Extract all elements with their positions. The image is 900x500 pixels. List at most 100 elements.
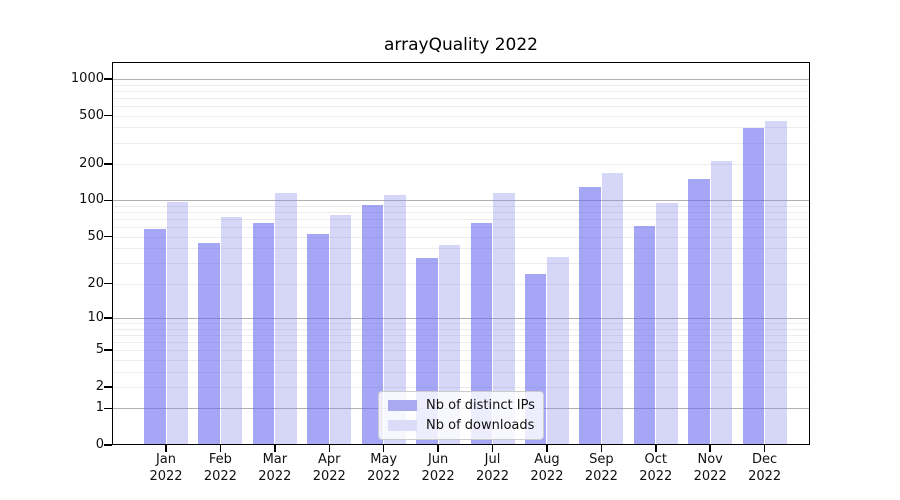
chart-title: arrayQuality 2022 [384, 35, 538, 55]
x-tick-mark-jul [491, 445, 494, 452]
bar-apr-downloads [329, 214, 352, 445]
y-tick-mark-5 [104, 349, 112, 351]
x-tick-label-jan: Jan 2022 [149, 452, 183, 484]
bar-sep-distinct-ips [579, 187, 601, 445]
x-tick-label-mar: Mar 2022 [258, 452, 292, 484]
x-tick-label-oct: Oct 2022 [639, 452, 673, 484]
gridline-500 [112, 115, 810, 117]
gridline-10 [112, 317, 810, 319]
bar-jul-downloads [493, 193, 515, 445]
bars-layer [112, 62, 810, 445]
gridline-3 [112, 371, 810, 373]
gridline-50 [112, 236, 810, 238]
x-tick-mark-jan [165, 445, 167, 452]
legend-label-distinct-ips: Nb of distinct IPs [426, 398, 535, 413]
bar-apr-distinct-ips [307, 233, 329, 445]
gridline-300 [112, 142, 810, 144]
y-tick-label-200: 200 [79, 156, 104, 171]
x-tick-label-feb: Feb 2022 [203, 452, 237, 484]
gridline-9 [112, 323, 810, 324]
bar-nov-downloads [710, 161, 733, 445]
gridline-60 [112, 227, 810, 229]
gridline-90 [112, 205, 810, 207]
x-tick-mark-aug [546, 445, 548, 452]
x-tick-label-nov: Nov 2022 [693, 452, 727, 484]
x-tick-label-apr: Apr 2022 [312, 452, 346, 484]
plot-area [112, 62, 810, 445]
gridline-800 [112, 90, 810, 92]
gridline-700 [112, 97, 810, 99]
y-tick-mark-200 [104, 163, 112, 165]
y-tick-mark-50 [104, 235, 112, 238]
legend-item-distinct-ips: Nb of distinct IPs [388, 398, 535, 413]
gridline-900 [112, 84, 810, 86]
x-tick-label-dec: Dec 2022 [748, 452, 782, 484]
y-tick-mark-1 [104, 407, 112, 410]
bar-jul-distinct-ips [470, 223, 493, 445]
bar-aug-downloads [547, 256, 569, 445]
gridline-8 [112, 328, 810, 330]
gridline-400 [112, 127, 810, 129]
x-tick-mark-jun [437, 445, 439, 452]
x-tick-label-sep: Sep 2022 [584, 452, 618, 484]
gridline-40 [112, 248, 810, 250]
legend-label-downloads: Nb of downloads [426, 418, 535, 433]
x-tick-mark-mar [274, 445, 276, 452]
y-tick-label-2: 2 [95, 378, 104, 394]
bar-may-downloads [384, 195, 406, 445]
x-tick-mark-oct [655, 445, 657, 452]
bar-jan-distinct-ips [144, 228, 166, 445]
bar-oct-downloads [656, 202, 678, 445]
y-tick-mark-100 [104, 199, 112, 202]
y-tick-label-10: 10 [87, 309, 104, 325]
y-tick-label-500: 500 [79, 107, 104, 123]
x-tick-mark-may [382, 445, 385, 452]
x-tick-mark-nov [709, 445, 711, 452]
y-tick-label-100: 100 [79, 192, 104, 208]
gridline-600 [112, 105, 810, 107]
gridline-80 [112, 212, 810, 214]
y-tick-mark-10 [104, 317, 112, 319]
gridline-2 [112, 386, 810, 388]
bar-nov-distinct-ips [688, 179, 710, 445]
bar-sep-downloads [601, 172, 624, 445]
y-tick-label-0: 0 [95, 437, 104, 452]
x-tick-mark-feb [219, 445, 222, 452]
gridline-1000 [112, 78, 810, 80]
bar-mar-distinct-ips [252, 223, 275, 445]
x-tick-label-jun: Jun 2022 [421, 452, 455, 484]
y-tick-mark-2 [104, 386, 112, 388]
x-tick-label-may: May 2022 [367, 452, 401, 484]
bar-oct-distinct-ips [633, 226, 656, 445]
bar-feb-downloads [220, 216, 243, 445]
gridlines-layer [112, 62, 810, 445]
gridline-30 [112, 263, 810, 265]
y-tick-label-5: 5 [95, 342, 104, 358]
gridline-4 [112, 359, 810, 361]
gridline-5 [112, 350, 810, 352]
x-tick-mark-apr [328, 445, 330, 452]
x-tick-label-aug: Aug 2022 [530, 452, 564, 484]
y-tick-label-1000: 1000 [70, 70, 104, 86]
y-tick-label-20: 20 [87, 275, 104, 291]
legend-swatch-downloads [388, 420, 417, 431]
gridline-7 [112, 334, 810, 336]
gridline-200 [112, 164, 810, 165]
y-tick-mark-20 [104, 282, 112, 285]
bar-dec-downloads [765, 121, 787, 445]
y-tick-mark-500 [104, 114, 112, 117]
x-tick-mark-sep [600, 445, 603, 452]
bar-jan-downloads [166, 202, 188, 445]
gridline-20 [112, 283, 810, 285]
gridline-70 [112, 219, 810, 221]
y-tick-mark-1000 [104, 78, 112, 80]
x-tick-mark-dec [763, 445, 766, 452]
bar-may-distinct-ips [361, 205, 384, 445]
y-tick-label-1: 1 [95, 400, 104, 416]
legend-swatch-distinct-ips [388, 400, 417, 411]
y-tick-label-50: 50 [87, 228, 104, 244]
gridline-100 [112, 200, 810, 202]
bar-feb-distinct-ips [198, 243, 220, 445]
bar-mar-downloads [275, 193, 297, 445]
